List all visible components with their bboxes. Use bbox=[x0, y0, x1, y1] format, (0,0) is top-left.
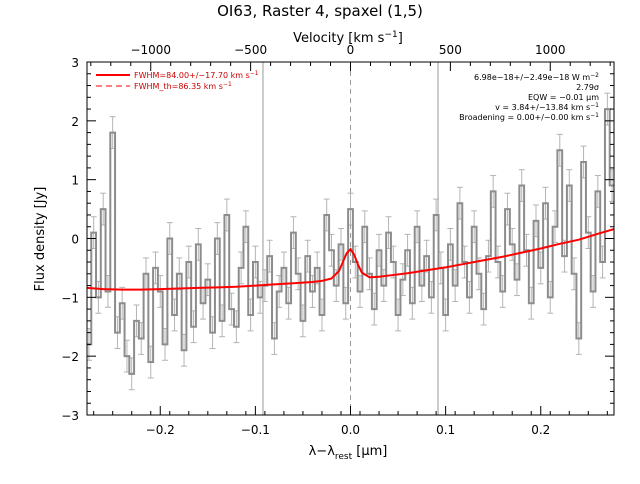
y-tick-label: 3 bbox=[71, 56, 79, 70]
x-tick-label: 0.0 bbox=[341, 423, 360, 437]
y-tick-label: −3 bbox=[61, 409, 79, 423]
legend-label: FWHM_th=86.35 km s−1 bbox=[134, 81, 232, 91]
y-tick-label: 0 bbox=[71, 233, 79, 247]
annotation-text: v = 3.84+/−13.84 km s−1 bbox=[495, 102, 599, 112]
data-step-line bbox=[87, 108, 614, 375]
y-tick-label: 1 bbox=[71, 174, 79, 188]
legend-label-sup: −1 bbox=[250, 70, 259, 77]
chart-title: OI63, Raster 4, spaxel (1,5) bbox=[217, 2, 423, 20]
velocity-tick-label: 1000 bbox=[535, 43, 566, 57]
annotation-text: Broadening = 0.00+/−0.00 km s−1 bbox=[459, 112, 599, 122]
annotation-text: 6.98e−18+/−2.49e−18 W m−2 bbox=[474, 72, 599, 82]
velocity-axis-label: Velocity [km s−1] bbox=[293, 30, 403, 46]
x-tick-label: −0.1 bbox=[241, 423, 270, 437]
axes: −0.2 −0.1 0.0 0.1 0.2 −1000 −500 0 500 1000 −3 −2 −1… bbox=[61, 43, 615, 437]
annotation-sup: −1 bbox=[590, 112, 599, 119]
legend-label-text: FWHM=84.00+/−17.70 km s bbox=[134, 71, 250, 80]
legend-label: FWHM=84.00+/−17.70 km s−1 bbox=[134, 70, 259, 80]
annotation-main: Broadening = 0.00+/−0.00 km s bbox=[459, 113, 590, 122]
annotation-main: 2.79σ bbox=[576, 83, 599, 92]
annotation-main: EQW = −0.01 μm bbox=[528, 93, 599, 102]
velocity-tick-label: −500 bbox=[234, 43, 267, 57]
fit-line bbox=[87, 228, 614, 291]
x-tick-label: 0.1 bbox=[436, 423, 455, 437]
legend-label-sup: −1 bbox=[223, 81, 232, 88]
y-tick-label: 2 bbox=[71, 115, 79, 129]
x-tick-label: −0.2 bbox=[146, 423, 175, 437]
legend-label-text: FWHM_th=86.35 km s bbox=[134, 82, 223, 91]
velocity-tick-label: −1000 bbox=[130, 43, 171, 57]
y-axis-label: Flux density [Jy] bbox=[33, 187, 48, 292]
annotation-main: v = 3.84+/−13.84 km s bbox=[495, 103, 590, 112]
x-axis-label: λ−λrest [μm] bbox=[309, 444, 388, 462]
annotation-main: 6.98e−18+/−2.49e−18 W m bbox=[474, 73, 590, 82]
annotation-sup: −1 bbox=[590, 102, 599, 109]
annotation-sup: −2 bbox=[590, 72, 599, 79]
annotation-text: 2.79σ bbox=[576, 83, 599, 92]
y-tick-label: −1 bbox=[61, 291, 79, 305]
plot-area bbox=[87, 62, 614, 415]
annotation-text: EQW = −0.01 μm bbox=[528, 93, 599, 102]
velocity-tick-label: 500 bbox=[439, 43, 462, 57]
data-series bbox=[87, 92, 614, 391]
y-tick-label: −2 bbox=[61, 350, 79, 364]
velocity-tick-label: 0 bbox=[347, 43, 355, 57]
x-tick-label: 0.2 bbox=[531, 423, 550, 437]
